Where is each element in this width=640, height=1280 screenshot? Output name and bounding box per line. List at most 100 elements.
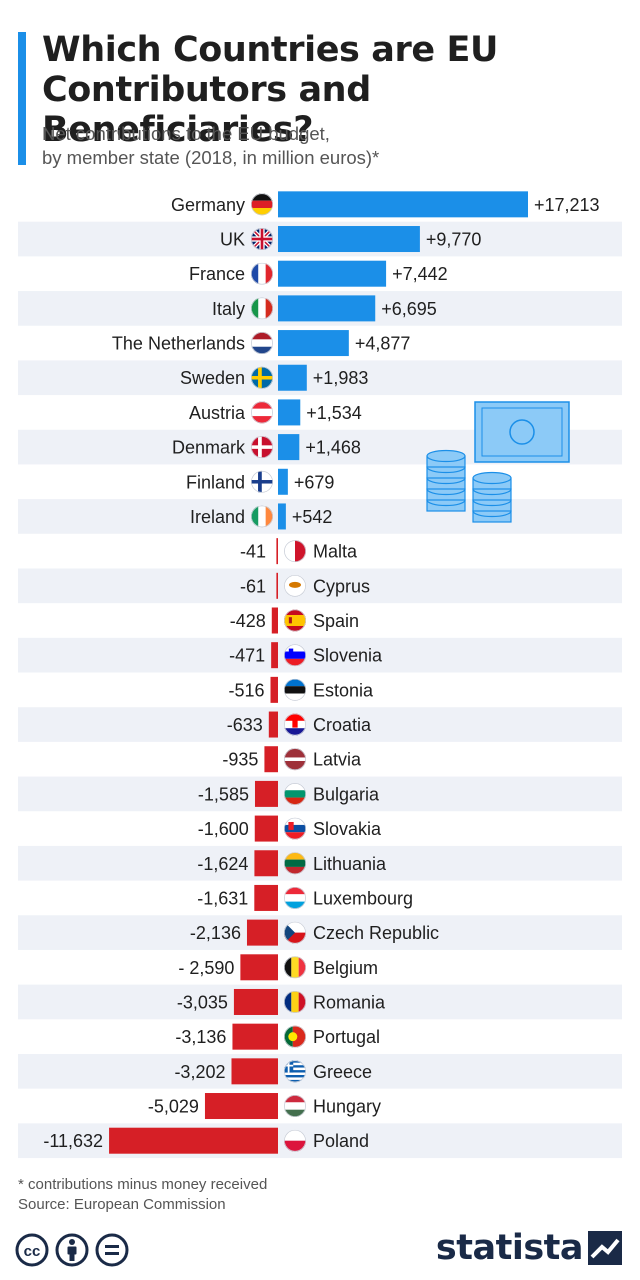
bar-malta bbox=[276, 538, 278, 565]
country-label-luxembourg: Luxembourg bbox=[313, 888, 413, 908]
value-label-belgium: - 2,590 bbox=[178, 958, 234, 978]
bar-italy bbox=[278, 295, 376, 322]
value-label-ireland: +542 bbox=[292, 507, 333, 527]
banknote-emblem bbox=[509, 419, 535, 445]
value-label-czech-republic: -2,136 bbox=[190, 923, 241, 943]
flag-italy-icon bbox=[251, 297, 273, 320]
bar-austria bbox=[278, 399, 301, 426]
value-label-romania: -3,035 bbox=[177, 992, 228, 1012]
country-label-portugal: Portugal bbox=[313, 1027, 380, 1047]
value-label-croatia: -633 bbox=[227, 715, 263, 735]
flag-malta-icon bbox=[284, 540, 306, 563]
flag-croatia-icon bbox=[284, 713, 306, 736]
footnote: * contributions minus money received bbox=[18, 1176, 268, 1193]
country-label-slovakia: Slovakia bbox=[313, 819, 382, 839]
bar-estonia bbox=[270, 676, 278, 703]
flag-belgium-icon bbox=[284, 956, 306, 979]
bar-lithuania bbox=[254, 850, 278, 877]
flag-netherlands-icon bbox=[251, 332, 273, 355]
flag-uk-icon bbox=[251, 228, 273, 251]
flag-germany-icon bbox=[251, 193, 273, 216]
row-stripe bbox=[18, 776, 622, 812]
flag-spain-icon bbox=[284, 609, 306, 632]
flag-portugal-icon bbox=[284, 1025, 306, 1048]
value-label-estonia: -516 bbox=[228, 680, 264, 700]
subtitle-line-1: Net contributions to the EU budget, bbox=[42, 123, 330, 144]
country-label-austria: Austria bbox=[189, 403, 246, 423]
country-label-romania: Romania bbox=[313, 992, 386, 1012]
bar-poland bbox=[109, 1127, 278, 1154]
country-label-czech-republic: Czech Republic bbox=[313, 923, 439, 943]
row-stripe bbox=[18, 1054, 622, 1089]
country-label-sweden: Sweden bbox=[180, 368, 245, 388]
bar-the-netherlands bbox=[278, 330, 349, 357]
country-label-slovenia: Slovenia bbox=[313, 646, 383, 666]
row-stripe bbox=[18, 707, 622, 742]
bar-denmark bbox=[278, 434, 300, 461]
country-label-spain: Spain bbox=[313, 611, 359, 631]
bar-uk bbox=[278, 226, 420, 253]
country-label-denmark: Denmark bbox=[172, 438, 246, 458]
row-stripe bbox=[18, 360, 622, 396]
source-note: Source: European Commission bbox=[18, 1196, 226, 1213]
flag-sweden-icon bbox=[251, 366, 273, 389]
country-label-greece: Greece bbox=[313, 1062, 372, 1082]
value-label-austria: +1,534 bbox=[306, 403, 362, 423]
bar-france bbox=[278, 260, 387, 287]
title-line-1: Which Countries are EU bbox=[42, 30, 499, 70]
row-stripe bbox=[18, 845, 622, 881]
flag-ireland-icon bbox=[251, 505, 273, 528]
value-label-germany: +17,213 bbox=[534, 195, 600, 215]
country-label-uk: UK bbox=[220, 230, 245, 250]
flag-slovenia-icon bbox=[284, 644, 306, 667]
no-derivatives-icon bbox=[95, 1233, 129, 1267]
value-label-the-netherlands: +4,877 bbox=[355, 334, 411, 354]
bar-hungary bbox=[204, 1093, 278, 1120]
flag-denmark-icon bbox=[251, 436, 273, 459]
chart-subtitle: Net contributions to the EU budget, by m… bbox=[42, 122, 562, 170]
value-label-denmark: +1,468 bbox=[305, 438, 361, 458]
title-accent-bar bbox=[18, 32, 26, 165]
country-label-bulgaria: Bulgaria bbox=[313, 784, 380, 804]
bar-romania bbox=[233, 988, 278, 1015]
bar-greece bbox=[231, 1058, 278, 1085]
flag-finland-icon bbox=[251, 470, 273, 493]
statista-logo: statista bbox=[436, 1226, 622, 1270]
flag-romania-icon bbox=[284, 990, 306, 1013]
country-label-cyprus: Cyprus bbox=[313, 576, 370, 596]
value-label-portugal: -3,136 bbox=[175, 1027, 226, 1047]
value-label-hungary: -5,029 bbox=[148, 1097, 199, 1117]
value-label-latvia: -935 bbox=[222, 750, 258, 770]
bar-luxembourg bbox=[254, 884, 278, 911]
flag-luxembourg-icon bbox=[284, 886, 306, 909]
value-label-poland: -11,632 bbox=[43, 1131, 103, 1151]
bar-belgium bbox=[240, 954, 278, 981]
row-stripe bbox=[18, 984, 622, 1020]
flag-latvia-icon bbox=[284, 748, 306, 771]
bar-croatia bbox=[268, 711, 278, 738]
money-illustration bbox=[426, 401, 570, 523]
bar-czech-republic bbox=[246, 919, 278, 946]
country-label-belgium: Belgium bbox=[313, 958, 378, 978]
flag-hungary-icon bbox=[284, 1095, 306, 1118]
flag-greece-icon bbox=[284, 1060, 306, 1083]
country-label-poland: Poland bbox=[313, 1131, 369, 1151]
country-label-finland: Finland bbox=[186, 472, 245, 492]
coin-stack-icon bbox=[426, 449, 466, 512]
flag-czech-republic-icon bbox=[284, 921, 306, 944]
banknote-border bbox=[481, 407, 563, 457]
flag-cyprus-icon bbox=[284, 574, 306, 597]
title-line-2: Contributors and Beneficiaries? bbox=[42, 70, 371, 150]
flag-slovakia-icon bbox=[284, 817, 306, 840]
country-label-hungary: Hungary bbox=[313, 1097, 381, 1117]
row-stripe bbox=[18, 499, 622, 534]
value-label-bulgaria: -1,585 bbox=[198, 784, 249, 804]
bar-germany bbox=[278, 191, 528, 218]
value-label-italy: +6,695 bbox=[381, 299, 437, 319]
value-label-finland: +679 bbox=[294, 472, 335, 492]
license-icons: cc bbox=[15, 1233, 129, 1267]
coin-stack-small-icon bbox=[472, 471, 512, 523]
bar-sweden bbox=[278, 364, 307, 391]
country-label-the-netherlands: The Netherlands bbox=[112, 334, 245, 354]
country-label-ireland: Ireland bbox=[190, 507, 245, 527]
